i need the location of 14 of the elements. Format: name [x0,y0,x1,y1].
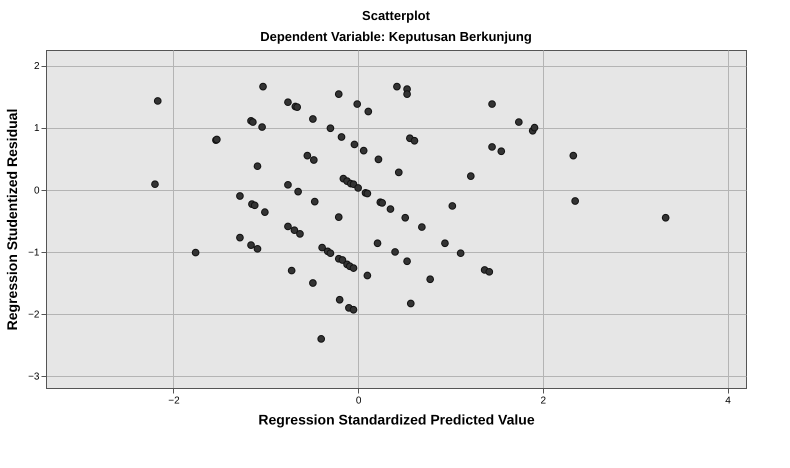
y-tick-label: 0 [34,185,40,196]
y-tick-label: −3 [28,372,40,383]
y-axis-title: Regression Studentized Residual [4,108,20,330]
y-tick-label: 2 [34,61,40,72]
y-tick-label: −2 [28,310,40,321]
x-tick-label: 0 [356,396,362,406]
x-axis-title: Regression Standardized Predicted Value [258,412,535,428]
y-tick-label: −1 [28,247,40,258]
chart-subtitle: Dependent Variable: Keputusan Berkunjung [260,29,532,44]
x-tick-label: 2 [540,396,547,406]
x-tick-label: 4 [725,396,732,406]
y-tick-label: 1 [34,123,40,134]
chart-title: Scatterplot [362,8,431,23]
x-tick-label: −2 [168,396,180,406]
